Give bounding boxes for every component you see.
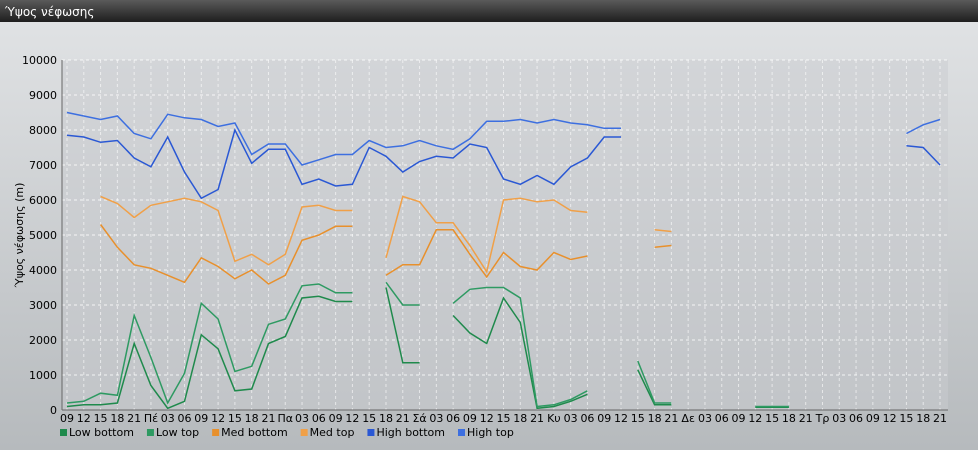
x-tick-label: 12 — [614, 412, 628, 425]
window-title: Ύψος νέφωσης — [4, 5, 94, 19]
x-tick-label: 21 — [261, 412, 275, 425]
legend-swatch — [300, 429, 308, 436]
x-tick-label: 21 — [933, 412, 947, 425]
legend-label: Med top — [310, 426, 355, 439]
x-tick-label: 03 — [295, 412, 309, 425]
legend-swatch — [146, 429, 154, 436]
x-tick-label: 06 — [446, 412, 460, 425]
legend-swatch — [367, 429, 375, 436]
series-line — [66, 287, 789, 410]
y-tick-label: 10000 — [22, 54, 57, 67]
x-tick-label: 09 — [60, 412, 74, 425]
x-tick-label: 09 — [866, 412, 880, 425]
legend-swatch — [458, 429, 465, 436]
series-line — [99, 224, 672, 285]
x-tick-label: 06 — [715, 412, 729, 425]
x-tick-label: 06 — [849, 412, 863, 425]
x-tick-label: 03 — [698, 412, 712, 425]
x-tick-label: 12 — [211, 412, 225, 425]
legend-label: High bottom — [376, 426, 445, 439]
x-tick-label: 12 — [480, 412, 494, 425]
legend-label: Med bottom — [221, 426, 288, 439]
x-tick-label: 21 — [799, 412, 813, 425]
series-line — [66, 111, 941, 166]
x-tick-label: 18 — [379, 412, 393, 425]
x-tick-label: 12 — [748, 412, 762, 425]
y-tick-label: 6000 — [29, 194, 57, 207]
x-tick-label: Πέ — [144, 412, 158, 425]
x-tick-label: 09 — [329, 412, 343, 425]
x-tick-label: Δε — [681, 412, 695, 425]
y-tick-label: 4000 — [29, 264, 57, 277]
legend-label: High top — [467, 426, 514, 439]
x-tick-label: 12 — [345, 412, 359, 425]
x-tick-label: 18 — [916, 412, 930, 425]
title-bar — [0, 0, 978, 22]
x-tick-label: Σά — [412, 412, 426, 425]
x-tick-label: 03 — [832, 412, 846, 425]
legend-swatch — [60, 429, 67, 436]
legend-label: Low top — [156, 426, 199, 439]
x-tick-label: 12 — [77, 412, 91, 425]
x-tick-label: 18 — [513, 412, 527, 425]
x-tick-label: 03 — [161, 412, 175, 425]
x-tick-label: 15 — [94, 412, 108, 425]
x-tick-label: 06 — [178, 412, 192, 425]
x-tick-label: 15 — [362, 412, 376, 425]
legend-label: Low bottom — [69, 426, 134, 439]
y-tick-label: 9000 — [29, 89, 57, 102]
x-tick-label: Πα — [277, 412, 293, 425]
x-tick-label: 09 — [732, 412, 746, 425]
x-tick-label: 09 — [597, 412, 611, 425]
legend-swatch — [212, 429, 220, 436]
y-tick-label: 3000 — [29, 299, 57, 312]
x-tick-label: 15 — [497, 412, 511, 425]
y-tick-label: 1000 — [29, 369, 57, 382]
series-line — [66, 281, 789, 408]
x-tick-label: 06 — [580, 412, 594, 425]
x-tick-label: 15 — [228, 412, 242, 425]
x-tick-label: 15 — [899, 412, 913, 425]
x-tick-label: 09 — [194, 412, 208, 425]
y-tick-label: 5000 — [29, 229, 57, 242]
x-tick-label: 09 — [463, 412, 477, 425]
x-tick-label: 21 — [664, 412, 678, 425]
x-tick-label: 15 — [765, 412, 779, 425]
y-axis-label: Ύψος νέφωσης (m) — [13, 183, 26, 289]
x-tick-label: 21 — [530, 412, 544, 425]
y-tick-label: 0 — [50, 404, 57, 417]
x-tick-label: 03 — [429, 412, 443, 425]
series-line — [66, 127, 941, 200]
x-tick-label: 15 — [631, 412, 645, 425]
y-tick-label: 8000 — [29, 124, 57, 137]
x-tick-label: Τρ — [815, 412, 830, 425]
x-tick-label: 03 — [564, 412, 578, 425]
x-tick-label: 21 — [396, 412, 410, 425]
x-tick-label: Κυ — [547, 412, 561, 425]
x-tick-label: 18 — [648, 412, 662, 425]
x-tick-label: 12 — [883, 412, 897, 425]
x-tick-label: 18 — [245, 412, 259, 425]
y-tick-label: 7000 — [29, 159, 57, 172]
x-tick-label: 21 — [127, 412, 141, 425]
series-line — [100, 195, 672, 274]
x-tick-label: 18 — [782, 412, 796, 425]
x-tick-label: 06 — [312, 412, 326, 425]
y-tick-label: 2000 — [29, 334, 57, 347]
x-tick-label: 18 — [110, 412, 124, 425]
